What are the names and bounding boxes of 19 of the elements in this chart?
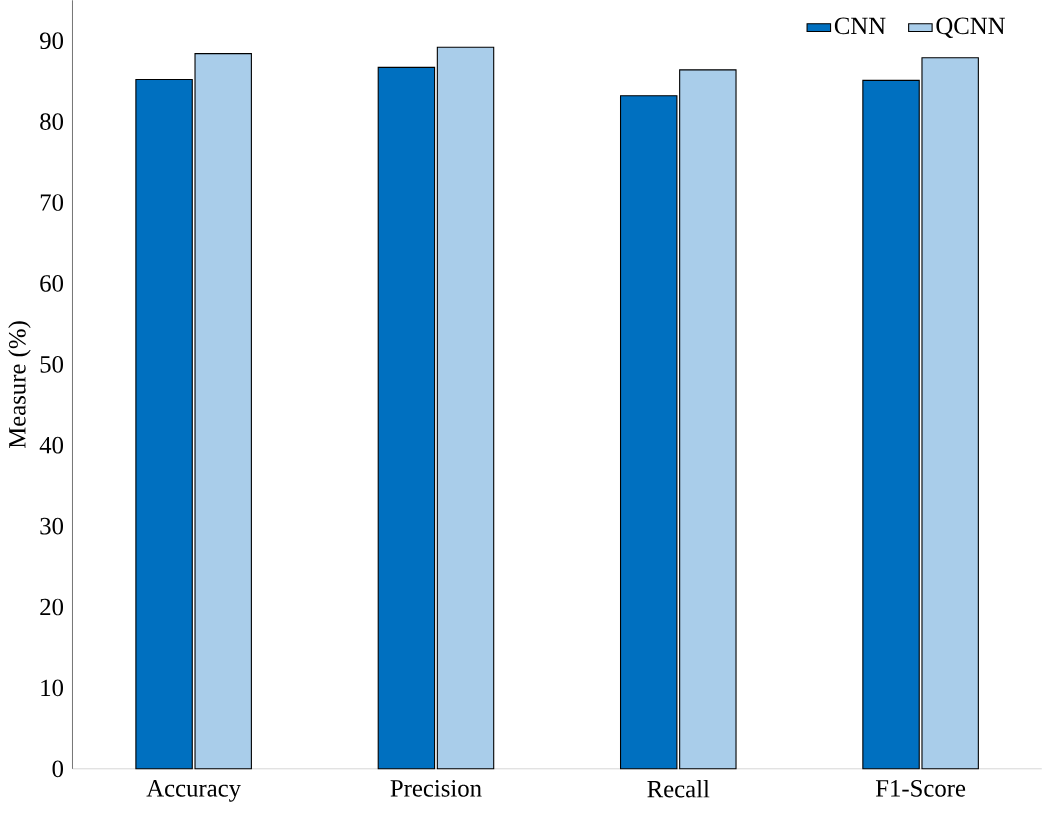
legend-label: QCNN <box>936 17 1005 39</box>
legend-label: CNN <box>834 17 886 35</box>
y-axis-title: Measure (%) <box>8 321 31 449</box>
y-tick-label: 80 <box>40 113 64 131</box>
y-tick-label: 70 <box>40 194 64 211</box>
y-tick-label: 90 <box>40 32 64 50</box>
y-tick-label: 30 <box>40 517 64 535</box>
y-tick-label: 40 <box>39 436 64 454</box>
y-tick-label: 50 <box>40 356 64 373</box>
y-tick-label: 20 <box>40 598 64 616</box>
x-tick-label: Recall <box>647 780 710 798</box>
y-tick-label: 0 <box>52 760 64 778</box>
x-tick-label: F1-Score <box>875 780 966 797</box>
y-tick-label: 10 <box>41 679 64 697</box>
x-tick-label: Precision <box>390 780 482 797</box>
y-tick-label: 60 <box>40 275 64 292</box>
bar <box>377 66 436 770</box>
bar <box>436 46 495 770</box>
x-tick-label: Accuracy <box>146 780 241 802</box>
